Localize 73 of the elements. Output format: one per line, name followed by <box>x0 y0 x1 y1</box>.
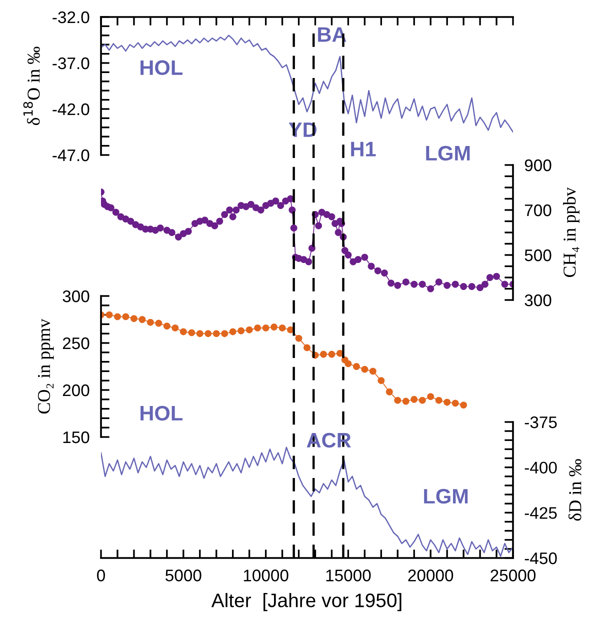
y2-tick-label: 900 <box>524 159 552 172</box>
y-tick-label: 150 <box>63 431 90 444</box>
x-axis-title: Alter [Jahre vor 1950] <box>211 592 402 612</box>
annotation: HOL <box>140 406 182 421</box>
point <box>320 350 327 358</box>
point <box>146 318 154 326</box>
point <box>460 402 468 409</box>
y2-tick-label: -400 <box>524 462 557 474</box>
x-tick-label: 10000 <box>244 570 288 582</box>
point <box>378 377 385 384</box>
point <box>402 398 410 405</box>
point <box>204 330 212 338</box>
y2-tick-label: -425 <box>524 507 557 519</box>
annotation: LGM <box>426 146 470 161</box>
point <box>238 327 245 334</box>
point <box>304 344 310 352</box>
point <box>196 330 204 338</box>
x-tick-label: 5000 <box>166 570 202 582</box>
y-tick-label: 300 <box>62 290 90 302</box>
point <box>344 360 352 368</box>
annotation: H1 <box>351 142 376 156</box>
point <box>361 366 368 373</box>
point <box>452 400 459 407</box>
annotation: LGM <box>424 488 468 504</box>
point <box>444 398 451 406</box>
point <box>180 328 187 336</box>
point <box>278 324 286 332</box>
annotation: HOL <box>140 60 182 76</box>
y-axis-title: δ$^{18}$O in ‰ <box>23 46 40 126</box>
x-tick-label: 0 <box>97 570 105 582</box>
y2-tick-label: 700 <box>524 204 552 216</box>
y-tick-label: 250 <box>62 337 90 350</box>
point <box>262 324 270 332</box>
point <box>138 316 146 323</box>
y-tick-label: 200 <box>62 384 90 396</box>
point <box>106 311 113 318</box>
y2-tick-label: 300 <box>524 294 552 306</box>
point <box>188 329 196 336</box>
y-axis-title: CO₂ in ppmv <box>38 318 54 414</box>
point <box>221 330 228 338</box>
point <box>270 324 278 330</box>
point <box>114 313 121 320</box>
y-tick-label: -32.0 <box>52 11 90 24</box>
point <box>212 330 220 338</box>
point <box>130 315 138 322</box>
y2-axis-title: CH₄ in ppbv <box>563 187 580 278</box>
y-tick-label: -42.0 <box>52 103 90 116</box>
x-tick-label: 25000 <box>490 570 536 582</box>
y2-tick-label: 500 <box>524 249 552 262</box>
point <box>295 334 302 342</box>
y2-axis-title: δD in ‰ <box>568 459 582 521</box>
point <box>328 350 336 358</box>
point <box>172 324 179 332</box>
point <box>122 313 130 320</box>
y2-tick-label: -375 <box>524 416 557 428</box>
point <box>246 326 253 334</box>
point <box>352 363 360 370</box>
point <box>386 388 393 396</box>
y-tick-label: -47.0 <box>52 149 90 162</box>
point <box>394 396 402 404</box>
y-tick-label: -37.0 <box>52 57 90 70</box>
x-tick-label: 20000 <box>408 570 454 582</box>
x-tick-label: 15000 <box>326 570 371 582</box>
point <box>410 396 418 403</box>
point <box>163 322 170 330</box>
point <box>254 324 262 332</box>
point <box>427 393 434 400</box>
point <box>369 368 376 375</box>
point <box>155 320 162 327</box>
y2-tick-label: -450 <box>524 552 557 564</box>
point <box>435 396 442 404</box>
point <box>229 328 236 336</box>
point <box>418 396 426 404</box>
